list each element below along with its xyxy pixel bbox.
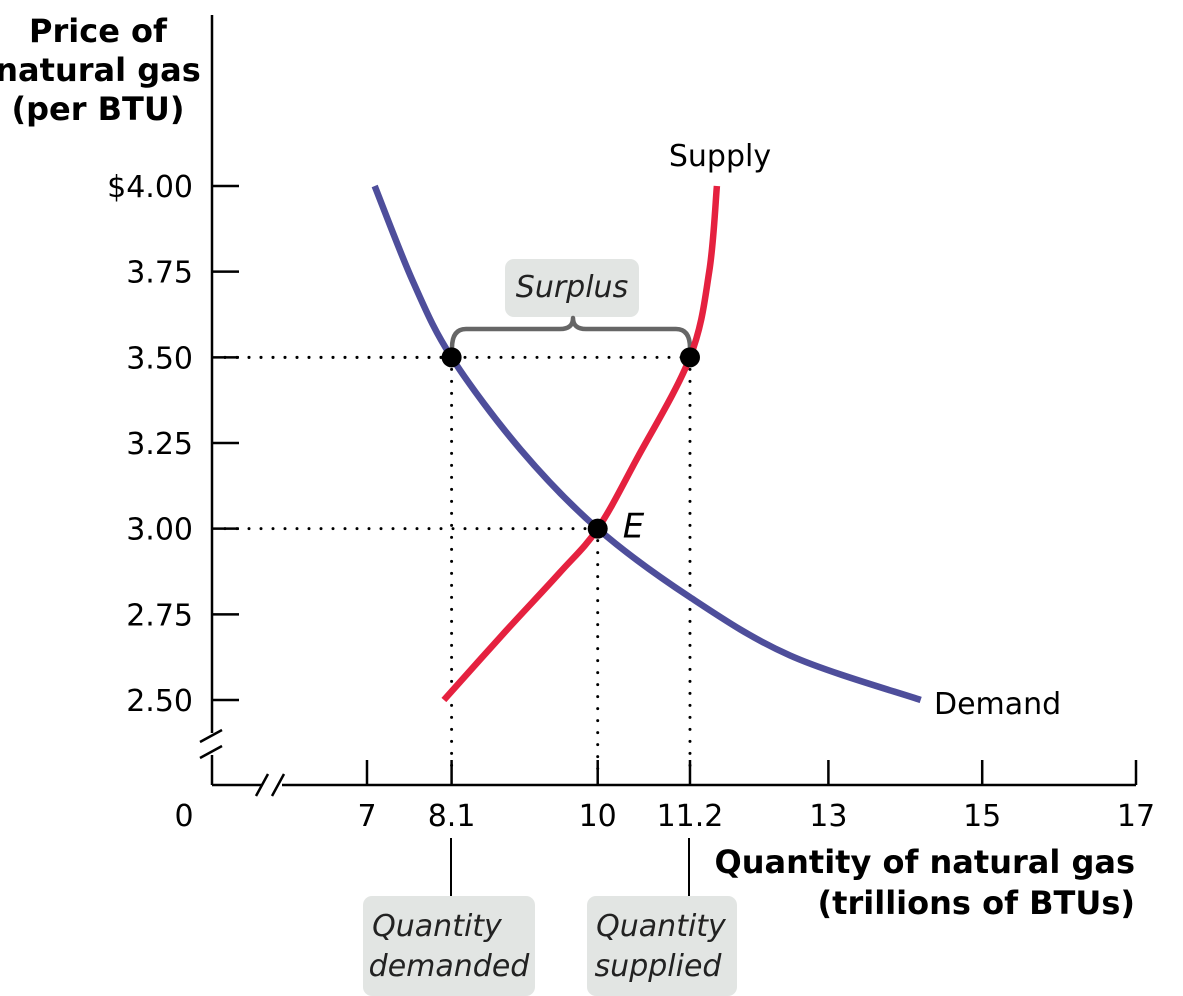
y-tick-label: $4.00 xyxy=(107,170,193,205)
y-ticks: $4.00 3.75 3.50 3.25 3.00 2.75 2.50 xyxy=(107,170,239,719)
y-axis-break-mark-2 xyxy=(199,744,223,760)
quantity-supplied-line1: Quantity xyxy=(596,909,727,944)
price-point xyxy=(679,347,700,368)
surplus-label: Surplus xyxy=(516,270,628,305)
x-tick-label: 15 xyxy=(963,799,1001,834)
y-tick-label: 2.75 xyxy=(126,598,193,633)
x-tick-label: 7 xyxy=(357,799,376,834)
y-tick-label: 3.50 xyxy=(126,341,193,376)
quantity-supplied-annotation: Quantity supplied xyxy=(587,838,737,996)
surplus-annotation: Surplus xyxy=(449,259,693,349)
y-tick-label: 2.50 xyxy=(126,684,193,719)
equilibrium-label: E xyxy=(623,507,645,547)
x-axis-break-mark-2 xyxy=(270,773,286,797)
x-tick-label: 10 xyxy=(579,799,617,834)
x-axis-title-line2: (trillions of BTUs) xyxy=(818,884,1135,922)
x-tick-label: 11.2 xyxy=(657,799,724,834)
surplus-callout-box xyxy=(505,259,639,317)
y-axis-title-line1: Price of xyxy=(29,12,168,50)
origin-label: 0 xyxy=(174,799,193,834)
supply-curve-label: Supply xyxy=(669,139,771,174)
x-ticks: 7 8.1 10 11.2 13 15 17 xyxy=(357,760,1155,834)
x-tick-label: 17 xyxy=(1117,799,1155,834)
x-axis-title-line1: Quantity of natural gas xyxy=(715,843,1135,881)
supply-curve xyxy=(441,185,721,703)
y-tick-label: 3.75 xyxy=(126,256,193,291)
demand-curve-label: Demand xyxy=(934,687,1061,722)
curves xyxy=(371,184,922,704)
y-axis-title-line3: (per BTU) xyxy=(12,90,185,128)
demand-curve xyxy=(371,184,922,704)
quantity-supplied-callout-box xyxy=(587,896,737,996)
price-point xyxy=(441,347,462,368)
y-tick-label: 3.00 xyxy=(126,513,193,548)
x-tick-label: 13 xyxy=(809,799,847,834)
y-axis-break-mark-1 xyxy=(199,728,223,744)
equilibrium-point xyxy=(587,518,608,539)
y-tick-label: 3.25 xyxy=(126,427,193,462)
x-axis-title: Quantity of natural gas (trillions of BT… xyxy=(715,843,1135,922)
quantity-demanded-annotation: Quantity demanded xyxy=(363,838,535,996)
quantity-demanded-line2: demanded xyxy=(369,949,531,984)
equilibrium-points: E xyxy=(441,347,700,547)
y-axis-title: Price of natural gas (per BTU) xyxy=(0,12,201,128)
surplus-brace xyxy=(449,315,693,349)
x-tick-label: 8.1 xyxy=(428,799,476,834)
quantity-supplied-line2: supplied xyxy=(595,949,723,984)
quantity-demanded-line1: Quantity xyxy=(372,909,503,944)
quantity-demanded-callout-box xyxy=(363,896,535,996)
y-axis-title-line2: natural gas xyxy=(0,51,201,89)
guide-lines xyxy=(223,355,692,774)
x-axis-break-mark-1 xyxy=(254,773,270,797)
